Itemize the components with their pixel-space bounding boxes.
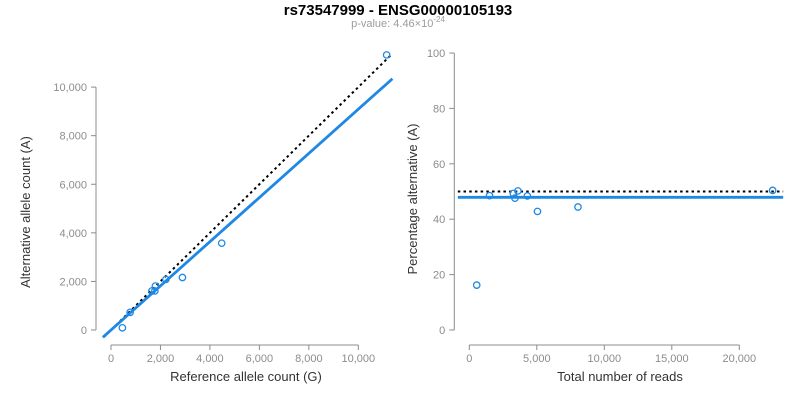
data-point [382, 51, 391, 59]
x-tick-label: 0 [466, 353, 472, 365]
y-tick-label: 2,000 [59, 276, 87, 288]
data-point [162, 275, 170, 284]
y-tick-label: 10,000 [53, 82, 87, 94]
x-tick-label: 20,000 [722, 353, 756, 365]
y-axis-label: Alternative allele count (A) [18, 136, 33, 288]
pvalue-text: p-value: 4.46×10 [351, 18, 433, 30]
y-tick-label: 8,000 [59, 131, 87, 143]
plot-allele-counts: 0 2,000 4,000 6,000 8,000 10,000 0 2,000 4,000 6,… [18, 51, 394, 384]
data-point [151, 282, 160, 290]
data-point [217, 239, 226, 248]
x-tick-label: 15,000 [655, 353, 689, 365]
y-tick-label: 40 [433, 214, 445, 226]
data-point [150, 287, 159, 295]
data-point [768, 186, 777, 195]
x-tick-label: 0 [108, 353, 114, 365]
x-axis-label: Reference allele count (G) [170, 369, 322, 384]
figure-title: rs73547999 - ENSG00000105193 [284, 2, 513, 19]
data-point [126, 308, 134, 317]
data-point [574, 203, 582, 211]
data-point [511, 194, 519, 202]
x-tick-label: 5,000 [523, 353, 551, 365]
data-point [514, 187, 522, 195]
identity-line [103, 54, 392, 338]
pvalue-exponent: -24 [433, 15, 445, 24]
data-point [523, 192, 532, 200]
x-tick-label: 8,000 [295, 353, 323, 365]
data-point [533, 207, 542, 216]
y-tick-label: 4,000 [59, 228, 87, 240]
y-tick-label: 0 [439, 325, 445, 337]
x-tick-label: 10,000 [341, 353, 375, 365]
data-point [178, 273, 187, 282]
y-tick-label: 20 [433, 270, 445, 282]
y-tick-label: 6,000 [59, 179, 87, 191]
y-tick-label: 80 [433, 103, 445, 115]
x-tick-label: 4,000 [196, 353, 224, 365]
x-axis-label: Total number of reads [557, 369, 683, 384]
y-tick-label: 0 [81, 325, 87, 337]
data-point [472, 281, 481, 289]
x-tick-label: 2,000 [147, 353, 175, 365]
y-tick-label: 100 [427, 48, 445, 60]
y-axis-label: Percentage alternative (A) [405, 123, 420, 274]
figure-subtitle: p-value: 4.46×10-24 [351, 15, 445, 30]
plot-percentage: 0 5,000 10,000 15,000 20,000 0 20 40 60 80 100 Tota… [405, 48, 784, 384]
x-tick-label: 6,000 [246, 353, 274, 365]
data-point [485, 191, 494, 200]
y-tick-label: 60 [433, 159, 445, 171]
data-point [118, 323, 127, 332]
x-tick-label: 10,000 [587, 353, 621, 365]
